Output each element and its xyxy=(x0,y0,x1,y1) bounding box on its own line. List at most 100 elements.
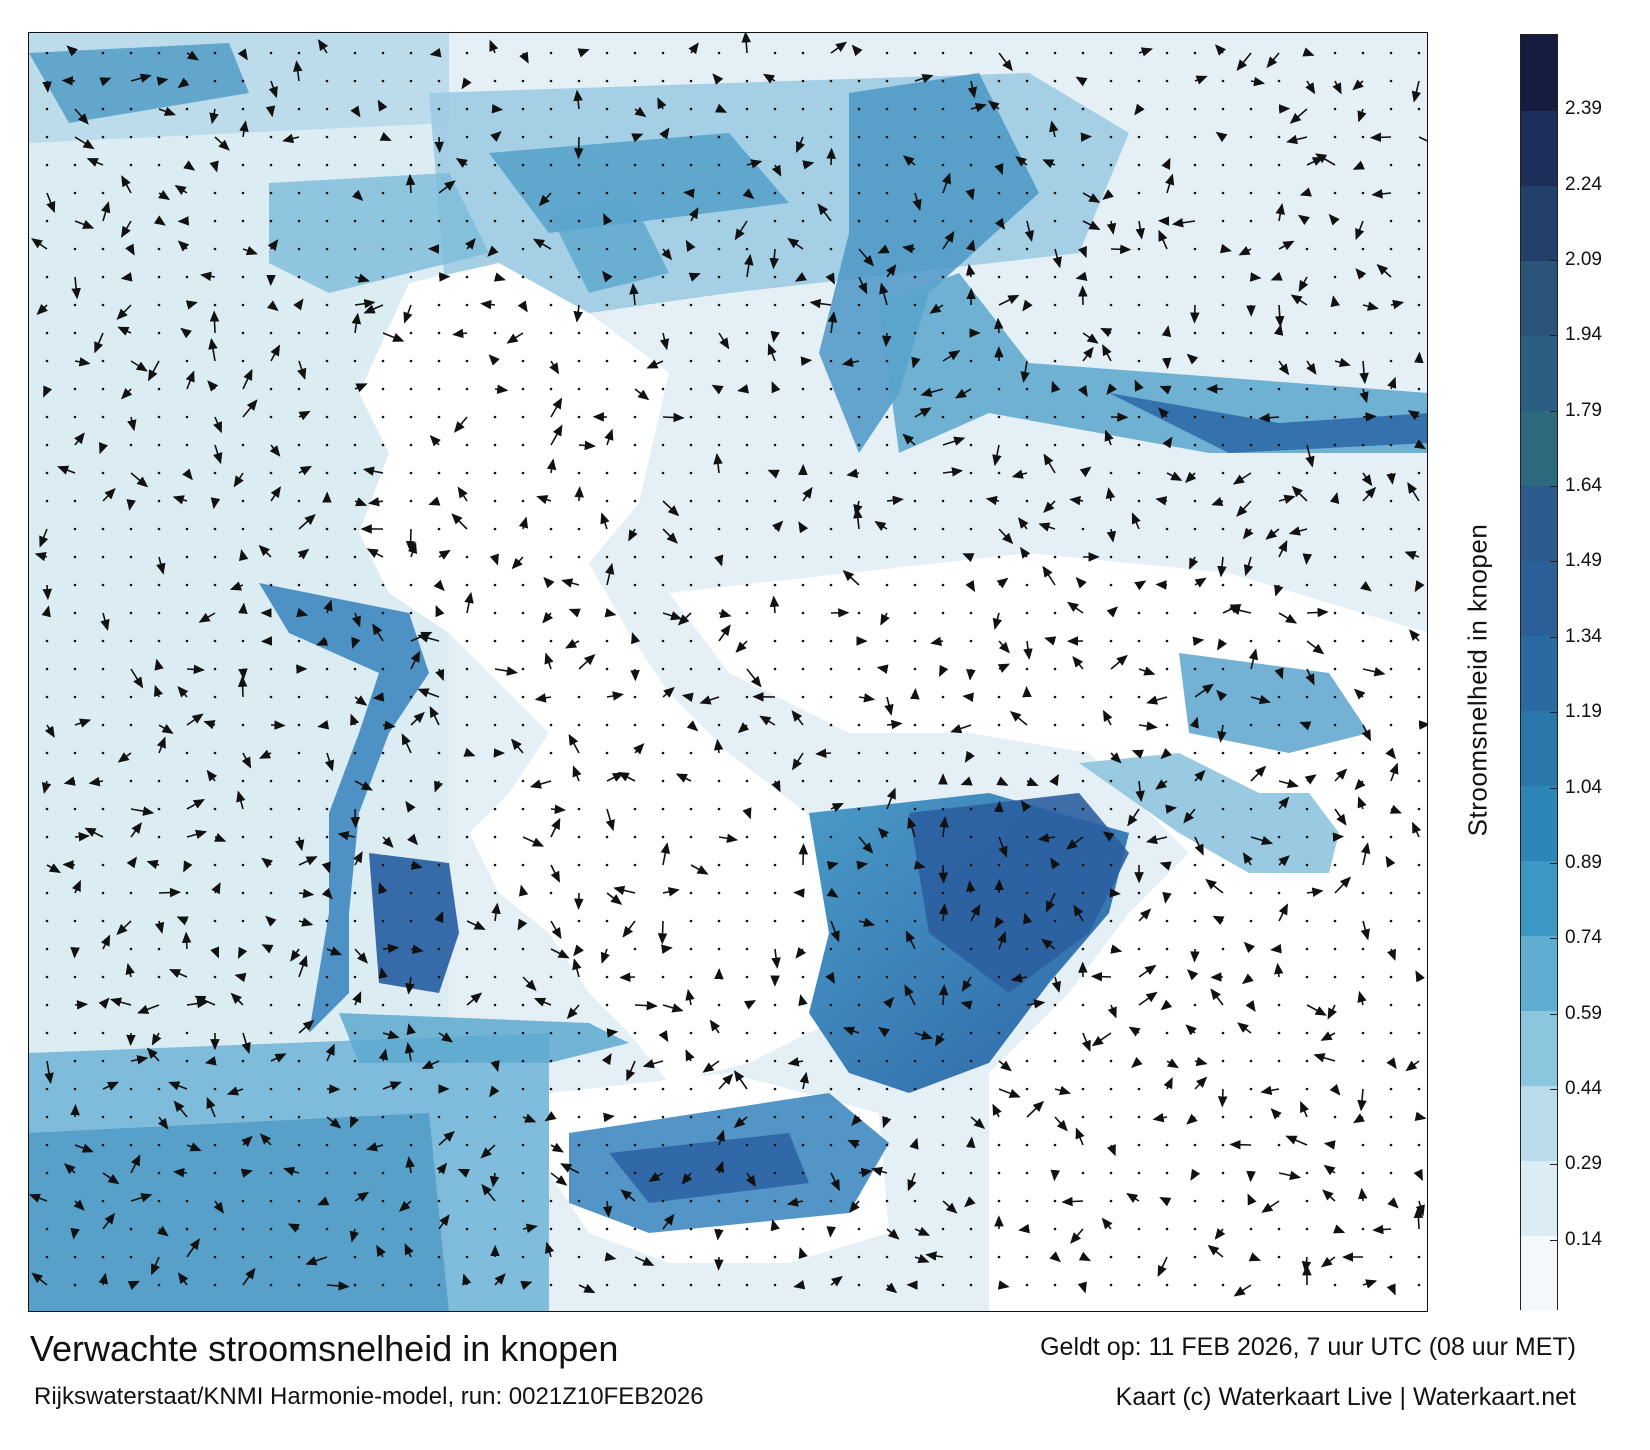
current-arrow xyxy=(602,1200,613,1218)
vector-dot xyxy=(1361,835,1365,839)
vector-dot xyxy=(633,807,637,811)
current-arrow xyxy=(1357,108,1367,123)
vector-dot xyxy=(829,555,833,559)
vector-dot xyxy=(325,471,329,475)
current-arrow xyxy=(74,219,95,229)
current-arrow xyxy=(382,332,405,342)
vector-dot xyxy=(409,779,413,783)
current-arrow xyxy=(681,692,694,703)
current-arrow xyxy=(794,271,807,282)
vector-dot xyxy=(1025,415,1029,419)
vector-dot xyxy=(297,219,301,223)
vector-dot xyxy=(213,807,217,811)
current-arrow xyxy=(489,1172,500,1188)
vector-dot xyxy=(1361,975,1365,979)
vector-dot xyxy=(1221,359,1225,363)
current-arrow xyxy=(913,860,926,870)
vector-dot xyxy=(101,135,105,139)
vector-dot xyxy=(45,751,49,755)
current-arrow xyxy=(1110,944,1123,954)
current-arrow xyxy=(1194,1056,1208,1067)
vector-dot xyxy=(1417,387,1421,391)
vector-dot xyxy=(521,191,525,195)
current-arrow xyxy=(1161,325,1172,338)
current-arrow xyxy=(98,442,108,455)
vector-dot xyxy=(997,695,1001,699)
current-speed-map[interactable] xyxy=(28,32,1428,1312)
vector-dot xyxy=(745,1227,749,1231)
current-arrow xyxy=(826,861,839,871)
vector-dot xyxy=(1249,387,1253,391)
vector-dot xyxy=(633,583,637,587)
current-arrow xyxy=(398,1200,412,1212)
vector-dot xyxy=(185,359,189,363)
vector-dot xyxy=(1025,1171,1029,1175)
map-credit: Kaart (c) Waterkaart Live | Waterkaart.n… xyxy=(1115,1383,1576,1411)
vector-dot xyxy=(717,499,721,503)
current-arrow xyxy=(605,808,615,832)
vector-dot xyxy=(1025,863,1029,867)
vector-dot xyxy=(1361,1143,1365,1147)
current-arrow xyxy=(100,934,111,950)
vector-dot xyxy=(969,807,973,811)
vector-dot xyxy=(185,107,189,111)
current-arrow xyxy=(305,1256,328,1266)
vector-dot xyxy=(1053,1031,1057,1035)
current-arrow xyxy=(744,253,754,278)
current-arrow xyxy=(714,554,724,567)
vector-dot xyxy=(437,163,441,167)
current-arrow xyxy=(494,384,509,395)
vector-dot xyxy=(241,163,245,167)
current-arrow xyxy=(350,1115,360,1129)
current-arrow xyxy=(994,916,1005,929)
vector-dot xyxy=(885,1199,889,1203)
vector-dot xyxy=(493,1115,497,1119)
current-arrow xyxy=(1192,636,1205,647)
current-arrow xyxy=(841,357,860,367)
current-arrow xyxy=(1323,1140,1336,1150)
vector-dot xyxy=(913,219,917,223)
vector-dot xyxy=(549,1283,553,1287)
vector-dot xyxy=(185,1031,189,1035)
vector-dot xyxy=(1389,163,1393,167)
current-arrow xyxy=(74,1000,89,1010)
current-arrow xyxy=(438,1032,454,1043)
current-arrow xyxy=(1229,1139,1252,1150)
current-arrow xyxy=(802,160,815,170)
current-arrow xyxy=(619,972,636,982)
vector-dot xyxy=(633,443,637,447)
vector-dot xyxy=(1389,359,1393,363)
vector-dot xyxy=(493,807,497,811)
current-arrow xyxy=(1215,131,1228,143)
current-arrow xyxy=(545,1241,555,1258)
vector-dot xyxy=(325,443,329,447)
current-arrow xyxy=(1070,1228,1084,1244)
current-arrow xyxy=(909,1137,919,1150)
vector-dot xyxy=(241,191,245,195)
vector-dot xyxy=(773,583,777,587)
current-arrow xyxy=(688,207,699,222)
vector-dot xyxy=(1417,303,1421,307)
vector-dot xyxy=(829,1199,833,1203)
current-arrow xyxy=(544,652,554,670)
vector-dot xyxy=(381,583,385,587)
colorbar-tick-label: 2.09 xyxy=(1565,249,1602,271)
current-arrow xyxy=(1078,1251,1091,1262)
vector-dot xyxy=(269,1171,273,1175)
current-arrow xyxy=(572,765,582,782)
current-arrow xyxy=(1022,299,1033,312)
vector-dot xyxy=(353,1171,357,1175)
vector-dot xyxy=(157,1199,161,1203)
vector-dot xyxy=(1109,79,1113,83)
current-arrow xyxy=(29,1193,48,1203)
current-arrow xyxy=(366,548,384,558)
current-arrow xyxy=(354,695,368,706)
current-arrow xyxy=(120,387,133,400)
vector-dot xyxy=(969,219,973,223)
map-subtitle: Rijkswaterstaat/KNMI Harmonie-model, run… xyxy=(34,1383,704,1410)
vector-dot xyxy=(1165,947,1169,951)
vector-dot xyxy=(773,1143,777,1147)
current-arrow xyxy=(1131,1056,1143,1068)
current-arrow xyxy=(382,836,394,848)
colorbar-tick-mark xyxy=(1550,862,1558,864)
